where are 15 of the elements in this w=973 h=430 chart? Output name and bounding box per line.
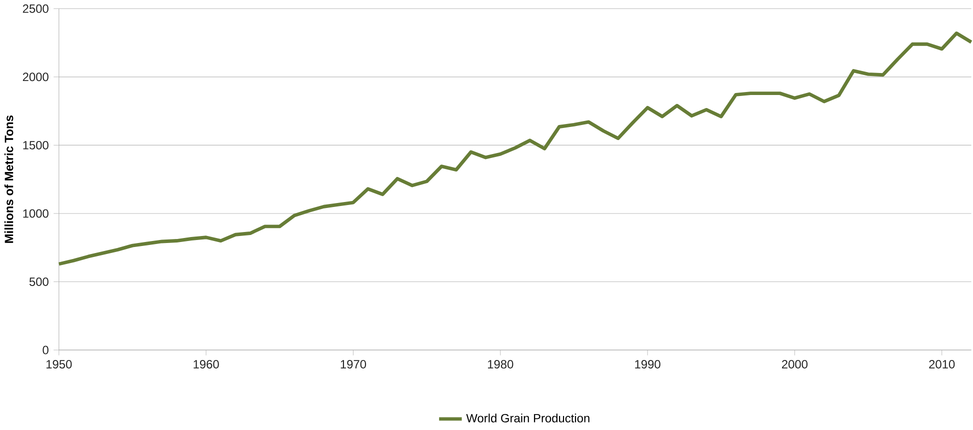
y-tick-label: 0 xyxy=(42,346,48,354)
y-tick-label: 2500 xyxy=(22,4,48,14)
x-tick-label: 1950 xyxy=(46,360,72,369)
x-tick-label: 2010 xyxy=(929,360,955,369)
y-tick-label: 500 xyxy=(29,278,48,286)
y-tick-label: 1500 xyxy=(23,141,48,150)
x-tick-label: 1980 xyxy=(488,360,514,369)
x-tick-label: 1990 xyxy=(635,360,660,369)
y-tick-label: 1000 xyxy=(23,209,48,218)
legend-label: World Grain Production xyxy=(466,414,590,423)
x-tick-label: 2000 xyxy=(782,360,808,369)
y-tick-label: 2000 xyxy=(22,72,48,82)
x-tick-label: 1960 xyxy=(194,360,219,369)
x-tick-label: 1970 xyxy=(340,360,366,369)
y-axis-title: Millions of Metric Tons xyxy=(4,116,14,244)
